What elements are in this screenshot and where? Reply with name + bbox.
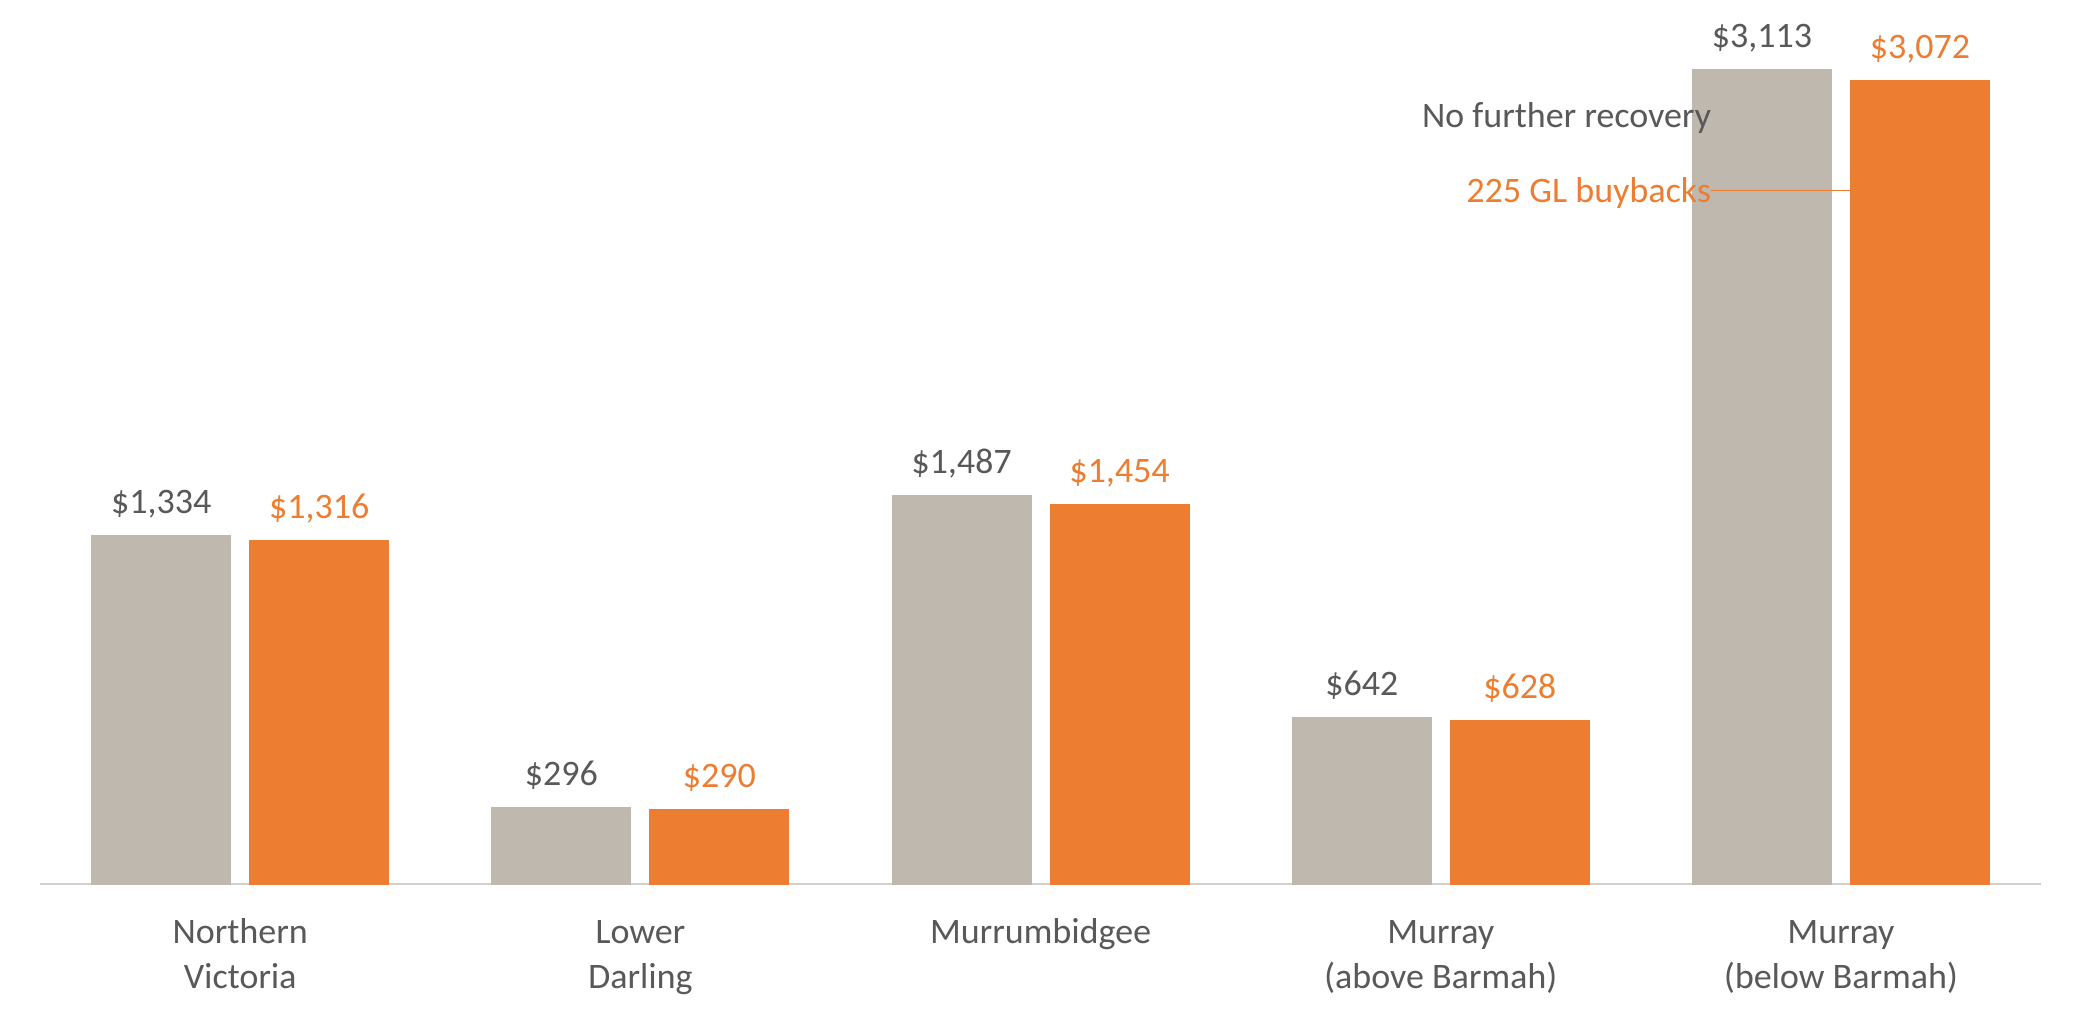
bar-value-label: $1,334 (111, 479, 211, 523)
legend-label: 225 GL buybacks (1466, 168, 1710, 212)
x-axis-label: Murrumbidgee (840, 909, 1240, 954)
bar-value-label: $642 (1325, 661, 1398, 705)
bar: $3,113 (1692, 69, 1832, 885)
bar-value-label: $290 (683, 753, 756, 797)
legend-label: No further recovery (1422, 93, 1711, 137)
bar: $1,454 (1050, 504, 1190, 885)
bar: $1,316 (249, 540, 389, 885)
bar-value-label: $1,454 (1069, 448, 1169, 492)
bar-value-label: $1,316 (269, 484, 369, 528)
bar-group: $1,334$1,316 (91, 535, 389, 885)
plot-area: $1,334$1,316$296$290$1,487$1,454$642$628… (40, 20, 2041, 885)
bar-value-label: $628 (1483, 664, 1556, 708)
x-axis-label: Murray (below Barmah) (1641, 909, 2041, 999)
x-axis-label: Lower Darling (440, 909, 840, 999)
bar: $1,487 (892, 495, 1032, 885)
bar: $290 (649, 809, 789, 885)
x-axis-label: Murray (above Barmah) (1241, 909, 1641, 999)
bar: $3,072 (1850, 80, 1990, 885)
bar-value-label: $1,487 (911, 439, 1011, 483)
bar-group: $3,113$3,072 (1692, 69, 1990, 885)
bar-value-label: $3,072 (1870, 24, 1970, 68)
legend-leader-line (1711, 190, 1850, 191)
bar: $1,334 (91, 535, 231, 885)
bar-group: $642$628 (1292, 717, 1590, 885)
bar: $296 (491, 807, 631, 885)
bar-value-label: $296 (525, 751, 598, 795)
bar: $628 (1450, 720, 1590, 885)
bar-value-label: $3,113 (1712, 13, 1812, 57)
water-buyback-chart: $1,334$1,316$296$290$1,487$1,454$642$628… (20, 20, 2061, 1015)
bar: $642 (1292, 717, 1432, 885)
bar-group: $1,487$1,454 (892, 495, 1190, 885)
x-axis-label: Northern Victoria (40, 909, 440, 999)
bar-group: $296$290 (491, 807, 789, 885)
